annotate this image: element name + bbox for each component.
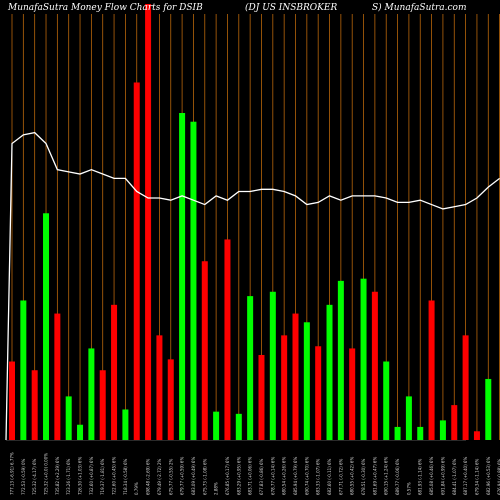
bar <box>405 396 412 440</box>
x-tick-label: 678.77 (+0.14) 6% <box>270 457 275 495</box>
bar <box>462 335 469 440</box>
bar <box>235 413 242 440</box>
x-tick-label: 723.26 (-1.71) 6% <box>66 458 71 495</box>
x-tick-label: 685.08 (+0.46) 6% <box>429 457 434 495</box>
bar <box>77 424 84 440</box>
x-tick-label: 698.48 (-2.69) 6% <box>146 458 151 495</box>
bar <box>213 411 220 440</box>
x-tick-label: 675.77 (-0.55) 2% <box>168 458 173 495</box>
bar <box>190 121 197 440</box>
x-tick-label: 718.34 (-0.58) 6% <box>123 458 128 495</box>
bar <box>451 405 458 440</box>
x-tick-label: 676.85 (+0.17) 6% <box>225 457 230 495</box>
x-tick-label: 677.71 (-0.72) 6% <box>338 458 343 495</box>
bar <box>99 370 106 440</box>
x-tick-label: 682.60 (-0.11) 6% <box>327 458 332 495</box>
bar <box>88 348 95 440</box>
chart-subtitle: (DJ US INSBROKER <box>245 2 337 13</box>
bar <box>383 361 390 440</box>
chart-title: MunafaSutra Money Flow Charts for DSIB <box>7 3 203 13</box>
chart-subtitle-source: S) MunafaSutra.com <box>372 2 467 13</box>
x-tick-label: 679.49 (-2.72) 2% <box>157 458 162 495</box>
bar <box>485 378 492 440</box>
bar <box>394 426 401 440</box>
money-flow-line <box>5 131 500 441</box>
x-tick-label: 719.37 (-1.81) 6% <box>100 458 105 495</box>
bar <box>156 335 163 440</box>
bar <box>133 82 140 440</box>
bar <box>111 304 118 440</box>
x-tick-label: 679.77 (+0.59) 6% <box>180 457 185 495</box>
bar <box>247 296 254 440</box>
bar <box>9 361 15 440</box>
bar <box>179 113 186 440</box>
x-tick-label: 679.34 (-1.14) 6% <box>474 458 479 495</box>
x-tick-label: 691.84 (+0.99) 6% <box>440 457 445 495</box>
x-tick-label: 680.54 (+0.26) 6% <box>282 457 287 495</box>
x-tick-label: 676.94 (-0.88) 6% <box>497 458 500 495</box>
bar <box>269 291 276 440</box>
x-tick-label: 772.53 (-0.59) 0% <box>21 458 26 495</box>
x-tick-label: 0.57% <box>406 482 411 495</box>
bar <box>145 4 152 440</box>
bar <box>224 239 231 440</box>
bar <box>54 313 61 440</box>
bar <box>167 359 174 440</box>
x-tick-label: 683.09 (+0.49) 6% <box>191 457 196 495</box>
bar <box>281 335 288 440</box>
x-axis-tick-labels: 777.13 (-6.91) 6.77% 772.53 (-0.59) 0% 725… <box>10 452 500 495</box>
bar <box>292 313 299 440</box>
x-tick-label: 681.93 (-1.14) 6% <box>418 458 423 495</box>
x-tick-label: 675.73 (-1.08) 6% <box>202 458 207 495</box>
bar <box>258 354 265 440</box>
bar <box>337 280 344 440</box>
x-tick-label: 0.79% <box>134 482 139 495</box>
bar <box>122 409 129 440</box>
bar <box>31 370 38 440</box>
bar <box>201 261 208 440</box>
bar <box>65 396 72 440</box>
x-tick-label: 683.71 (+0.06) 6% <box>248 457 253 495</box>
bar <box>439 420 446 440</box>
x-tick-label: 683.29 (+0.95) 6% <box>236 457 241 495</box>
bar <box>315 346 322 440</box>
x-tick-label: 732.60 (+0.87) 6% <box>89 457 94 495</box>
x-tick-label: 725.32 (+0.0) 0.00% <box>44 453 49 495</box>
x-tick-label: 689.77 (-0.06) 6% <box>395 458 400 495</box>
bar <box>303 322 310 440</box>
x-tick-label: 2.88% <box>214 482 219 495</box>
bar <box>20 300 27 440</box>
x-tick-label: 725.32 (-4.17) 6% <box>32 458 37 495</box>
bar <box>349 348 356 440</box>
x-tick-label: 680.55 (+0.42) 6% <box>350 457 355 495</box>
x-tick-label: 677.83 (-0.86) 6% <box>259 458 264 495</box>
x-tick-label: 681.69 (+0.47) 6% <box>372 457 377 495</box>
x-tick-label: 726.30 (+1.03) 6% <box>78 457 83 495</box>
baseline <box>6 440 466 441</box>
x-tick-label: 684.41 (-1.07) 6% <box>452 458 457 495</box>
bar <box>428 300 435 440</box>
x-tick-label: 685.94 (+0.79) 6% <box>293 457 298 495</box>
x-tick-label: 735.82 (+2.29) 6% <box>55 457 60 495</box>
x-tick-label: 687.17 (+0.40) 6% <box>463 457 468 495</box>
bar <box>326 304 333 440</box>
bar <box>360 278 367 440</box>
bar <box>43 213 50 440</box>
x-tick-label: 678.51 (-0.30) 6% <box>361 458 366 495</box>
bar <box>371 291 378 440</box>
x-tick-label: 682.96 (+0.53) 6% <box>486 457 491 495</box>
bar <box>473 431 480 440</box>
x-tick-label: 683.33 (-1.07) 6% <box>316 458 321 495</box>
x-tick-label: 690.15 (+1.24) 6% <box>384 457 389 495</box>
volume-bars <box>9 4 492 440</box>
x-tick-label: 777.13 (-6.91) 6.77% <box>10 452 15 495</box>
x-tick-label: 690.74 (+0.70) 6% <box>304 457 309 495</box>
bar <box>417 426 424 440</box>
x-tick-label: 722.60 (+0.45) 6% <box>112 457 117 495</box>
